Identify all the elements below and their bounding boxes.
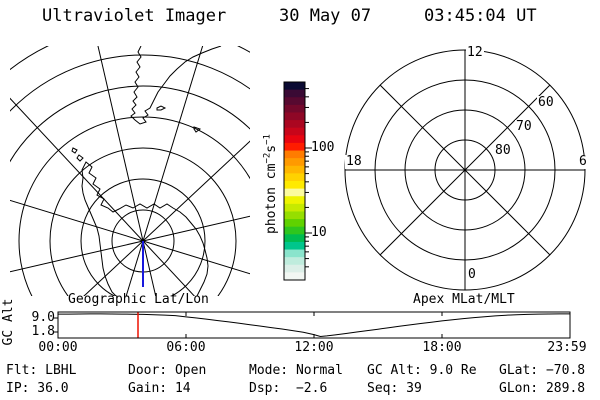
- peninsula-islands: [71, 147, 84, 162]
- apex-mlt-label-6: 6: [578, 154, 588, 169]
- colorbar: [283, 81, 312, 281]
- apex-polar-grid: [344, 49, 586, 291]
- strip-xtick-1800: 18:00: [422, 340, 462, 355]
- colorbar-unit-label: photon cm−2s−1: [262, 134, 279, 234]
- strip-plot: [53, 311, 571, 339]
- falkland-islands: [156, 105, 167, 111]
- geo-panel-caption: Geographic Lat/Lon: [68, 292, 209, 307]
- geo-coastlines: [71, 46, 222, 296]
- geo-map-grid: [10, 46, 250, 296]
- header-title: Ultraviolet Imager: [42, 6, 227, 26]
- status-mode: Mode: Normal: [249, 363, 343, 378]
- status-ip: IP: 36.0: [6, 381, 69, 396]
- status-gain: Gain: 14: [128, 381, 191, 396]
- colorbar-tick-label-10: 10: [311, 225, 327, 240]
- strip-curve: [58, 313, 570, 338]
- strip-xtick-0000: 00:00: [38, 340, 78, 355]
- status-dsp: Dsp: −2.6: [249, 381, 328, 396]
- south-georgia-island: [193, 126, 202, 133]
- strip-ytick-1.8: 1.8: [31, 324, 55, 339]
- apex-mlat-label-60: 60: [537, 95, 555, 110]
- strip-ytick-9: 9.0: [31, 310, 55, 325]
- colorbar-unit-prefix: photon cm: [263, 163, 279, 234]
- status-flt: Flt: LBHL: [6, 363, 77, 378]
- strip-xtick-2359: 23:59: [547, 340, 587, 355]
- colorbar-unit-mid: s: [263, 144, 279, 153]
- strip-xtick-0600: 06:00: [166, 340, 206, 355]
- status-glat: GLat: −70.8: [499, 363, 586, 378]
- header-date: 30 May 07: [279, 6, 372, 26]
- apex-mlt-label-12: 12: [466, 45, 484, 60]
- apex-mlt-label-0: 0: [467, 267, 477, 282]
- status-door: Door: Open: [128, 363, 207, 378]
- apex-mlat-label-80: 80: [494, 143, 512, 158]
- status-gc-alt: GC Alt: 9.0 Re: [367, 363, 477, 378]
- status-glon: GLon: 289.8: [499, 381, 586, 396]
- apex-mlat-label-70: 70: [515, 119, 533, 134]
- strip-y-axis-label: GC Alt: [1, 298, 17, 346]
- status-seq: Seq: 39: [367, 381, 422, 396]
- colorbar-unit-exp1: −2: [262, 152, 273, 164]
- south-america-coastline: [130, 46, 222, 125]
- header-time: 03:45:04 UT: [424, 6, 537, 26]
- colorbar-unit-exp2: −1: [262, 134, 273, 145]
- strip-xtick-1200: 12:00: [294, 340, 334, 355]
- apex-mlt-label-18: 18: [345, 154, 363, 169]
- colorbar-tick-label-100: 100: [311, 140, 335, 155]
- apex-panel-caption: Apex MLat/MLT: [413, 292, 515, 307]
- antarctica-coastline: [81, 161, 209, 296]
